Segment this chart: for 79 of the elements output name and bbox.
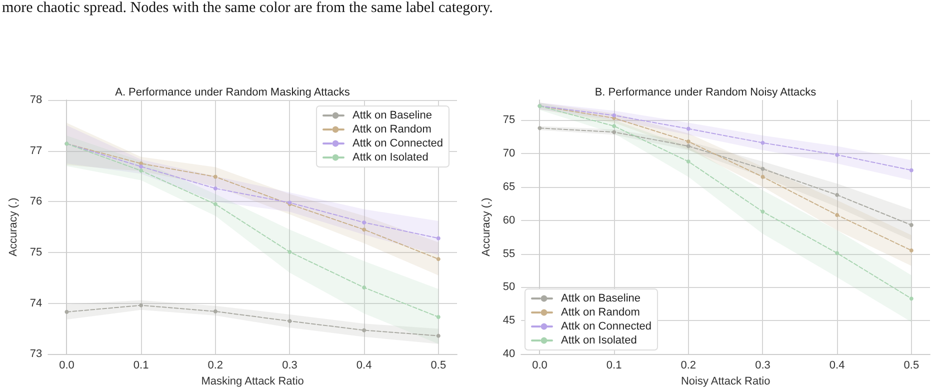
point <box>612 113 616 118</box>
point <box>362 228 366 232</box>
point <box>213 186 218 190</box>
point <box>760 174 765 179</box>
x-axis-title: Masking Attack Ratio <box>201 376 304 388</box>
point <box>436 257 440 262</box>
point <box>686 160 690 164</box>
point <box>139 164 144 169</box>
y-tick-label: 50 <box>502 281 516 294</box>
y-tick-label: 73 <box>30 348 42 360</box>
point <box>213 174 218 179</box>
legend-label: Attk on Connected <box>352 138 444 150</box>
legend-label: Attk on Isolated <box>561 334 637 346</box>
y-tick-label: 76 <box>30 196 42 208</box>
y-tick-label: 75 <box>30 246 42 258</box>
point <box>612 124 616 128</box>
y-axis-title: Accuracy (.) <box>8 198 20 256</box>
chart-title: A. Performance under Random Masking Attacks <box>115 86 350 98</box>
x-tick-label: 0.4 <box>829 360 845 372</box>
x-tick-label: 0.2 <box>680 360 696 372</box>
legend-label: Attk on Baseline <box>561 292 640 304</box>
point <box>362 220 366 224</box>
x-tick-label: 0.3 <box>755 360 770 372</box>
point <box>760 140 765 145</box>
legend-label: Attk on Baseline <box>352 110 432 122</box>
point <box>686 139 690 144</box>
x-tick-label: 0.0 <box>532 360 548 372</box>
legend-label: Attk on Connected <box>561 320 652 332</box>
y-tick-label: 45 <box>502 314 516 327</box>
x-tick-label: 0.2 <box>208 360 224 372</box>
y-tick-label: 74 <box>30 297 42 310</box>
point <box>686 144 690 148</box>
y-tick-label: 65 <box>502 180 516 193</box>
x-tick-label: 0.1 <box>133 360 149 372</box>
point <box>909 168 914 172</box>
x-tick-label: 0.3 <box>282 360 298 372</box>
point <box>835 192 840 197</box>
x-tick-label: 0.0 <box>59 360 74 372</box>
point <box>139 168 144 173</box>
point <box>288 250 292 254</box>
point <box>686 126 690 131</box>
y-tick-label: 55 <box>502 248 516 260</box>
point <box>436 334 440 338</box>
point <box>909 223 914 228</box>
legend-label: Attk on Random <box>561 306 640 318</box>
point <box>835 152 840 157</box>
point <box>835 213 840 218</box>
point <box>909 296 914 301</box>
point <box>835 251 840 256</box>
y-tick-label: 78 <box>30 94 42 106</box>
point <box>760 210 765 214</box>
y-tick-label: 77 <box>30 144 42 157</box>
y-tick-label: 60 <box>502 214 516 226</box>
x-axis-title: Noisy Attack Ratio <box>680 376 770 388</box>
point <box>612 130 616 134</box>
chart-title: B. Performance under Random Noisy Attacks <box>594 86 817 98</box>
y-tick-label: 75 <box>502 114 516 126</box>
y-tick-label: 70 <box>502 147 516 160</box>
x-tick-label: 0.5 <box>430 360 446 372</box>
legend-label: Attk on Random <box>352 124 432 136</box>
x-tick-label: 0.4 <box>356 360 372 372</box>
x-tick-label: 0.1 <box>606 360 622 372</box>
point <box>64 310 69 314</box>
text: more chaotic spread. Nodes with the same color are from the same label category. <box>2 0 493 17</box>
point <box>213 202 218 206</box>
y-axis-title: Accuracy (.) <box>480 198 492 256</box>
point <box>538 126 542 130</box>
point <box>139 303 144 308</box>
point <box>760 166 765 171</box>
point <box>436 315 440 319</box>
point <box>362 328 366 332</box>
legend-label: Attk on Isolated <box>352 152 428 164</box>
point <box>288 319 292 324</box>
point <box>362 286 366 290</box>
x-tick-label: 0.5 <box>904 360 920 372</box>
point <box>213 309 218 314</box>
y-tick-label: 40 <box>502 348 516 360</box>
point <box>436 236 440 240</box>
point <box>909 248 914 252</box>
